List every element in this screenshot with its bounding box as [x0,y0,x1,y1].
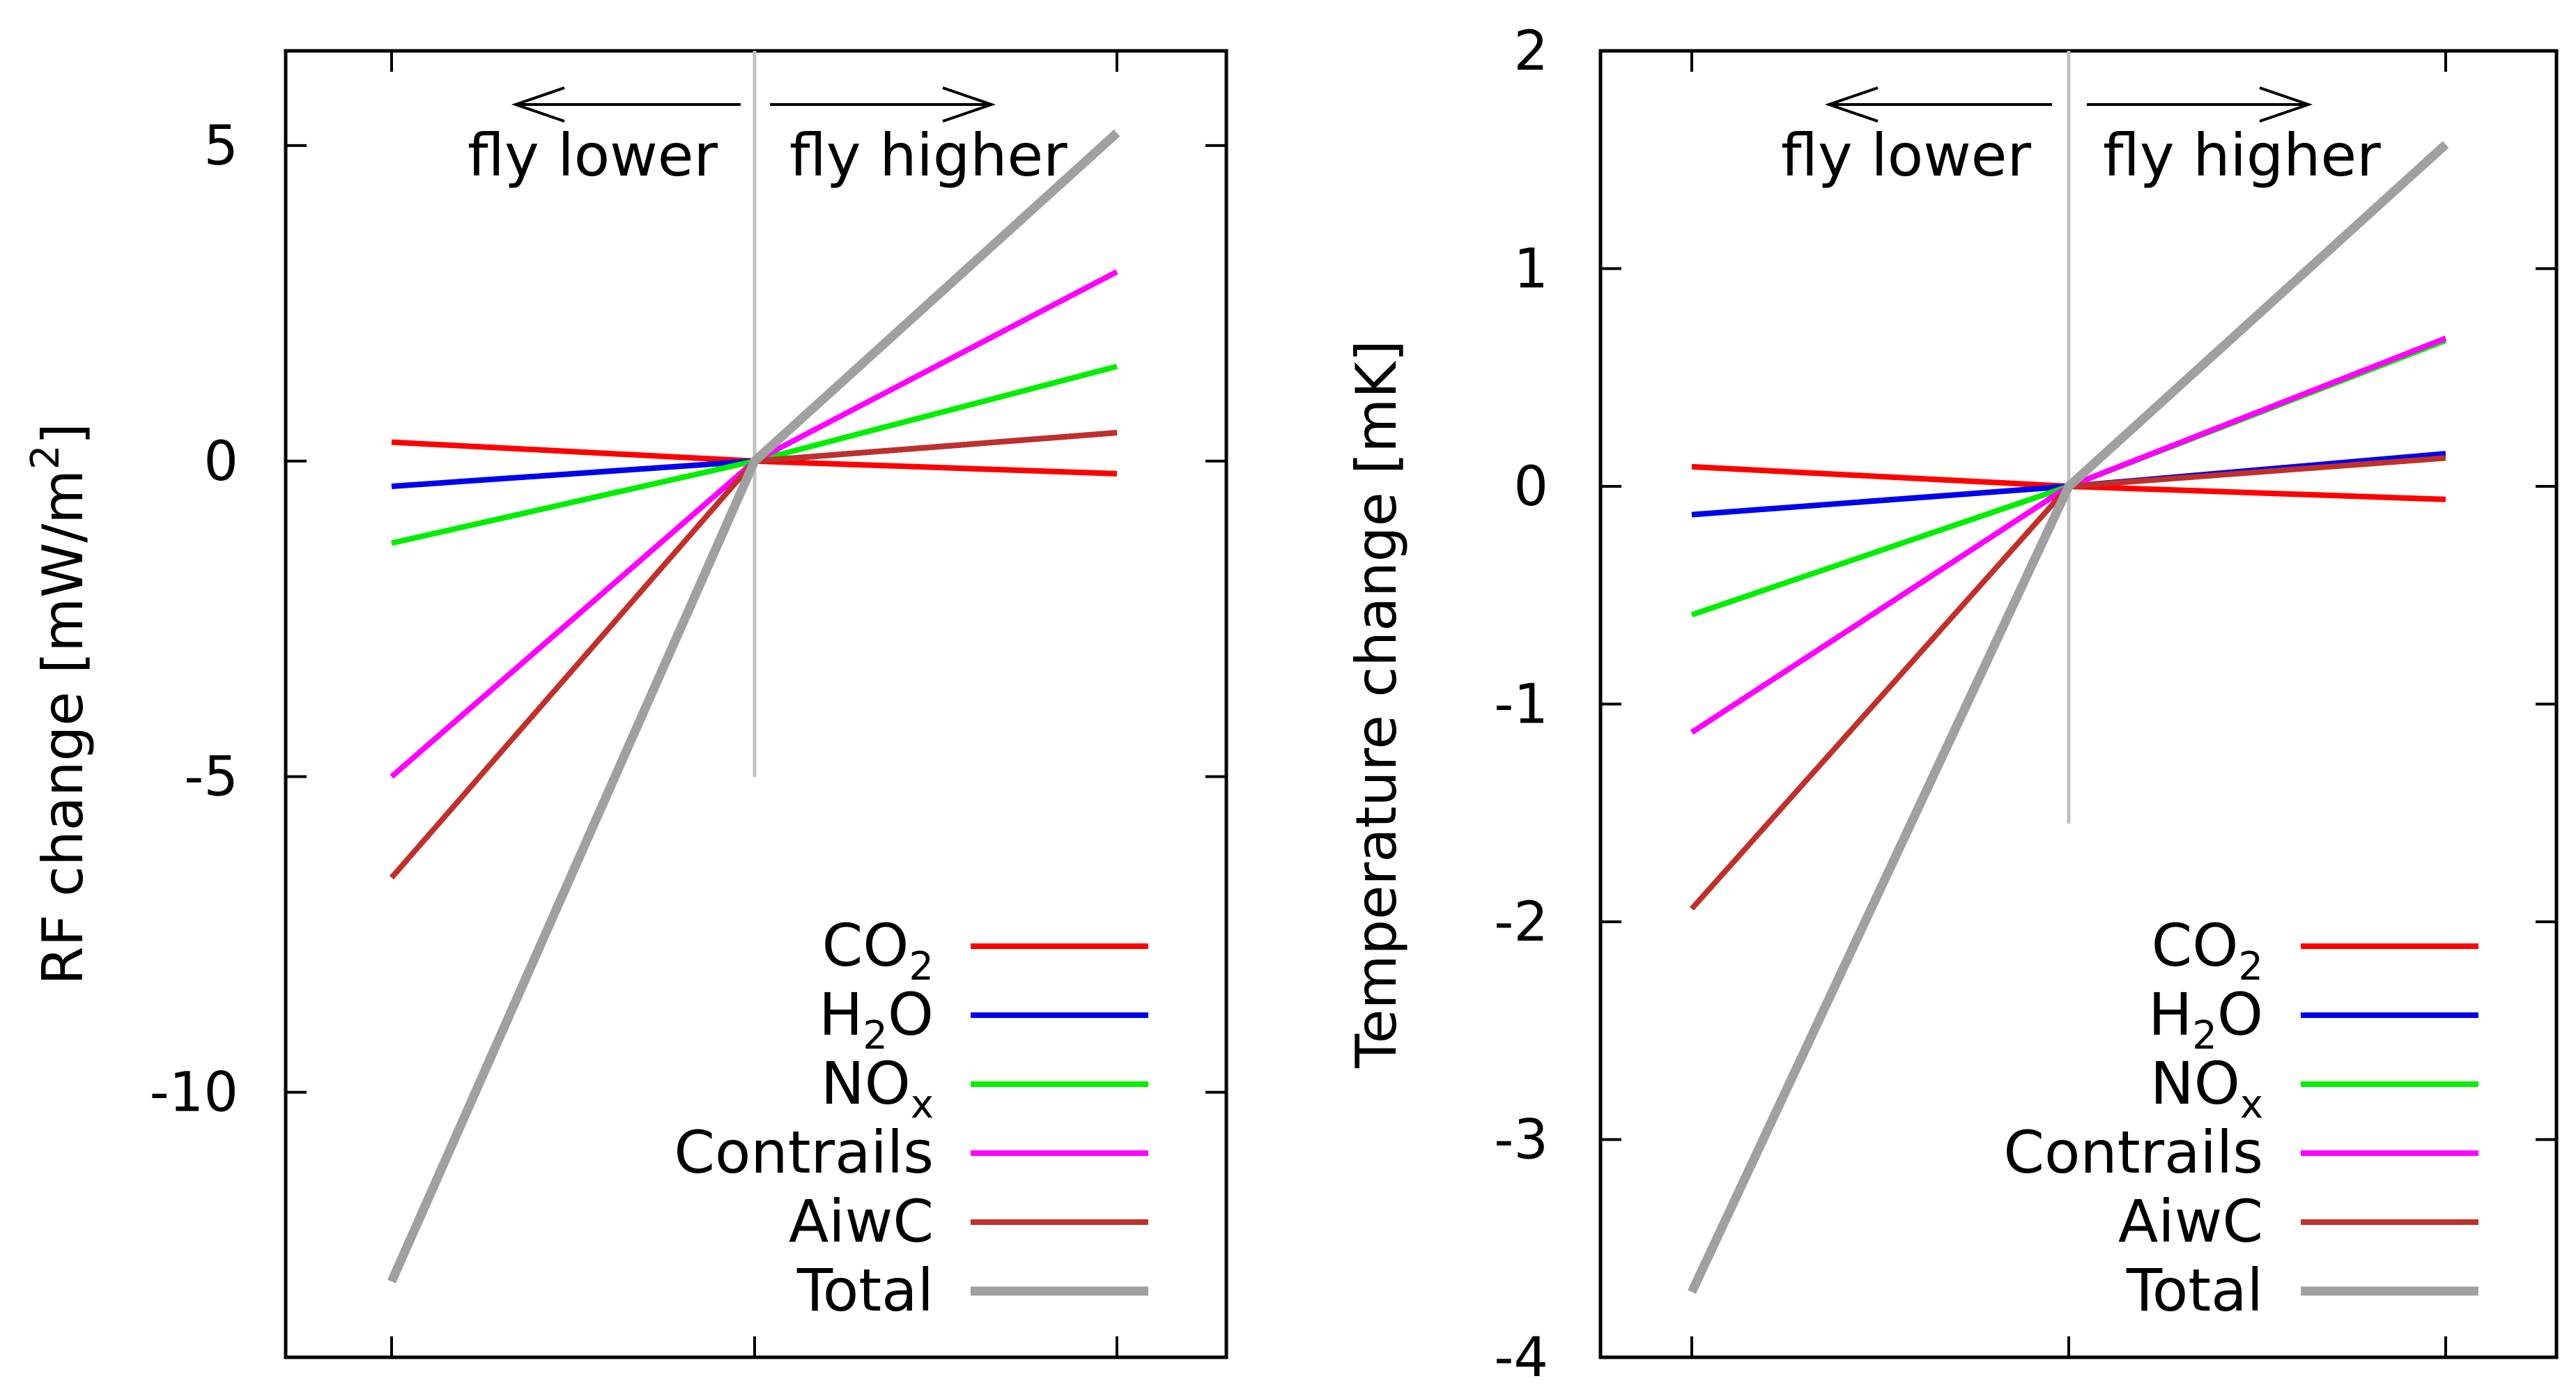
y-tick-label: -5 [184,746,238,809]
fly-higher-label: fly higher [2103,121,2381,190]
legend-label-co2: CO2 [2152,911,2263,989]
legend-label-h2o: H2O [2148,980,2263,1058]
series-line-total [387,129,1120,1283]
legend-label-contrails: Contrails [674,1118,934,1187]
legend-label-aiwc: AiwC [789,1187,934,1256]
y-axis-title: Temperature change [mK] [1344,340,1409,1069]
y-tick-label: 0 [1513,456,1548,518]
y-tick-label: -10 [150,1062,238,1125]
y-tick-label: 1 [1513,238,1548,301]
y-tick-label: -2 [1494,891,1548,954]
fly-lower-arrow [511,86,741,123]
y-tick-label: 2 [1513,20,1548,83]
legend-label-aiwc: AiwC [2118,1187,2263,1256]
fly-lower-label: fly lower [468,121,718,190]
legend-label-contrails: Contrails [2003,1118,2263,1187]
y-tick-label: -4 [1494,1327,1548,1389]
y-tick-label: -1 [1494,674,1548,736]
rf-change-chart: 5 0 -5 -10 RF change [mW/m2] fly lower fly hig… [23,49,1228,1359]
y-axis-title: RF change [mW/m2] [23,423,95,985]
y-tick-label: -3 [1494,1109,1548,1172]
legend-label-co2: CO2 [822,911,934,989]
y-tick-label: 5 [203,115,238,178]
temperature-change-chart: 2 1 0 -1 -2 -3 -4 Temperature change [mK] fly lo… [1344,20,2559,1389]
fly-higher-label: fly higher [789,121,1067,190]
y-tick-label: 0 [203,431,238,493]
legend-label-total: Total [2126,1256,2263,1325]
series-line-total [1688,141,2449,1295]
legend-label-h2o: H2O [819,980,934,1058]
legend-label-total: Total [796,1256,934,1325]
fly-higher-arrow [770,86,996,123]
fly-lower-label: fly lower [1781,121,2031,190]
legend-label-nox: NOx [2150,1049,2263,1127]
fly-lower-arrow [1824,86,2052,123]
fly-higher-arrow [2087,86,2313,123]
legend-label-nox: NOx [821,1049,934,1127]
